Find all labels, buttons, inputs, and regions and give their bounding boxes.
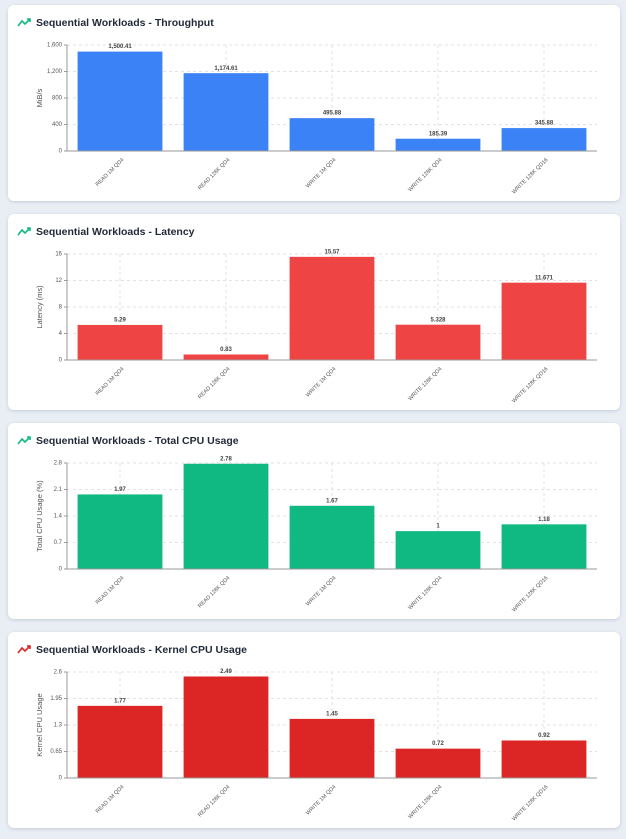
y-tick-label: 2.1 — [54, 487, 63, 493]
y-axis-label: MiB/s — [35, 88, 44, 107]
y-tick-label: 2.8 — [54, 461, 63, 467]
y-axis-label: Latency (ms) — [35, 285, 44, 329]
value-label: 2.78 — [220, 456, 232, 462]
value-label: 5.29 — [114, 318, 126, 324]
trend-icon-head — [27, 227, 31, 231]
bar — [77, 494, 163, 569]
value-label: 495.88 — [323, 111, 342, 117]
y-axis-label: Kernel CPU Usage — [35, 693, 44, 756]
bar — [395, 531, 481, 569]
value-label: 1,174.61 — [214, 66, 238, 72]
y-tick-label: 800 — [52, 96, 63, 102]
trend-icon — [17, 18, 31, 27]
value-label: 1.45 — [326, 711, 338, 717]
bar — [183, 463, 269, 569]
y-tick-label: 16 — [55, 252, 62, 258]
bar — [183, 676, 269, 778]
value-label: 1.67 — [326, 498, 338, 504]
y-tick-label: 0 — [59, 358, 63, 364]
value-label: 5.328 — [430, 317, 446, 323]
chart-title: Sequential Workloads - Total CPU Usage — [36, 435, 239, 447]
value-label: 1.77 — [114, 698, 126, 704]
trend-icon-head — [27, 436, 31, 440]
trend-icon — [17, 227, 31, 236]
value-label: 1 — [436, 524, 440, 530]
y-tick-label: 0 — [59, 149, 63, 155]
value-label: 0.92 — [538, 733, 550, 739]
y-tick-label: 0 — [59, 776, 63, 782]
y-tick-label: 0.7 — [54, 540, 63, 546]
y-tick-label: 1,600 — [47, 43, 63, 49]
y-axis-label: Total CPU Usage (%) — [35, 480, 44, 552]
y-tick-label: 12 — [55, 278, 62, 284]
bar — [77, 705, 163, 778]
bar — [77, 51, 163, 151]
y-tick-label: 8 — [59, 305, 63, 311]
bar — [77, 324, 163, 360]
bar — [183, 354, 269, 360]
chart-title: Sequential Workloads - Throughput — [36, 17, 214, 29]
y-tick-label: 2.6 — [54, 670, 63, 676]
bar — [395, 748, 481, 778]
trend-icon — [17, 436, 31, 445]
bar — [395, 324, 481, 360]
bar — [501, 524, 587, 569]
bar — [501, 282, 587, 360]
value-label: 1.18 — [538, 517, 550, 523]
bar — [501, 740, 587, 778]
y-tick-label: 1.4 — [54, 514, 63, 520]
value-label: 0.72 — [432, 741, 444, 747]
value-label: 2.49 — [220, 669, 232, 675]
value-label: 1,500.41 — [108, 44, 132, 50]
trend-icon-head — [27, 18, 31, 22]
value-label: 345.88 — [535, 121, 554, 127]
y-tick-label: 0 — [59, 567, 63, 573]
y-tick-label: 1.3 — [54, 723, 63, 729]
y-tick-label: 1,200 — [47, 69, 63, 75]
chart-title: Sequential Workloads - Kernel CPU Usage — [36, 644, 247, 656]
trend-icon — [17, 645, 31, 654]
bar — [289, 505, 375, 569]
bar — [183, 73, 269, 151]
chart-title: Sequential Workloads - Latency — [36, 226, 195, 238]
y-tick-label: 0.65 — [50, 749, 62, 755]
y-tick-label: 400 — [52, 122, 63, 128]
y-tick-label: 1.95 — [50, 696, 62, 702]
y-tick-label: 4 — [59, 331, 63, 337]
bar — [289, 256, 375, 360]
value-label: 0.83 — [220, 347, 232, 353]
value-label: 1.97 — [114, 487, 126, 493]
bar — [501, 128, 587, 151]
bar — [395, 138, 481, 151]
value-label: 15.57 — [324, 249, 340, 255]
value-label: 185.39 — [429, 131, 448, 137]
trend-icon-head — [27, 645, 31, 649]
bar — [289, 118, 375, 151]
bar — [289, 718, 375, 778]
value-label: 11.671 — [535, 275, 554, 281]
